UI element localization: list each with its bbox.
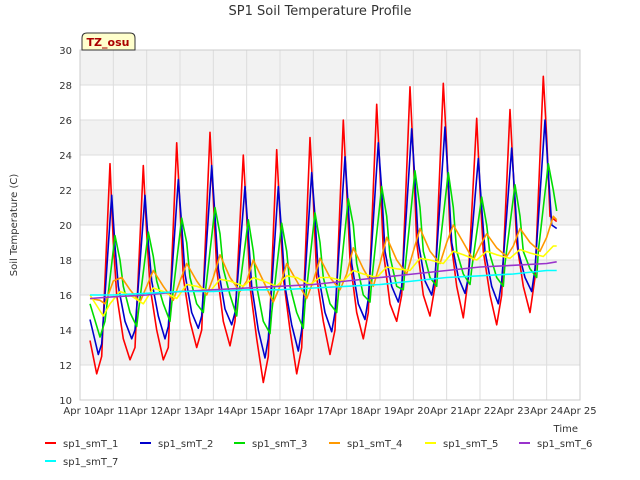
y-tick-label: 14 [59, 326, 72, 337]
x-tick-label: Apr 22 [463, 406, 496, 417]
legend-item-sp1_smT_3: sp1_smT_3 [234, 439, 307, 450]
y-tick-label: 24 [59, 151, 72, 162]
x-tick-label: Apr 12 [130, 406, 163, 417]
y-tick-label: 26 [59, 116, 72, 127]
legend-item-sp1_smT_5: sp1_smT_5 [425, 439, 498, 450]
x-tick-label: Apr 23 [497, 406, 530, 417]
x-tick-label: Apr 14 [197, 406, 230, 417]
x-tick-label: Apr 18 [330, 406, 363, 417]
x-tick-label: Apr 10 [63, 406, 96, 417]
legend-label: sp1_smT_6 [537, 439, 592, 450]
y-tick-labels: 10 12 14 16 18 20 22 24 26 28 30 [59, 46, 72, 407]
legend-label: sp1_smT_5 [443, 439, 498, 450]
legend-item-sp1_smT_4: sp1_smT_4 [329, 439, 402, 450]
y-tick-label: 10 [59, 396, 72, 407]
x-axis-title: Time [553, 424, 578, 435]
y-tick-label: 18 [59, 256, 72, 267]
x-tick-label: Apr 20 [397, 406, 430, 417]
series-layer [89, 75, 558, 384]
x-tick-label: Apr 21 [430, 406, 463, 417]
x-tick-label: Apr 19 [363, 406, 396, 417]
y-axis-title: Soil Temperature (C) [9, 174, 20, 277]
series-line-sp1_smT_7 [90, 269, 557, 296]
background-band [80, 50, 580, 85]
legend-label: sp1_smT_7 [63, 457, 118, 468]
legend-label: sp1_smT_1 [63, 439, 118, 450]
chart-title: SP1 Soil Temperature Profile [229, 4, 412, 19]
y-tick-label: 28 [59, 81, 72, 92]
legend-label: sp1_smT_4 [347, 439, 402, 450]
x-tick-label: Apr 24 [530, 406, 563, 417]
background-band [80, 120, 580, 155]
legend-item-sp1_smT_7: sp1_smT_7 [45, 457, 118, 468]
x-tick-label: Apr 11 [97, 406, 130, 417]
legend-item-sp1_smT_2: sp1_smT_2 [140, 439, 213, 450]
y-tick-label: 22 [59, 186, 72, 197]
x-tick-labels: Apr 10 Apr 11 Apr 12 Apr 13 Apr 14 Apr 15 Apr … [63, 406, 596, 417]
x-tick-label: Apr 13 [163, 406, 196, 417]
y-tick-label: 30 [59, 46, 72, 57]
y-tick-label: 16 [59, 291, 72, 302]
x-tick-label: Apr 17 [297, 406, 330, 417]
legend-label: sp1_smT_2 [158, 439, 213, 450]
legend: sp1_smT_1 sp1_smT_2 sp1_smT_3 sp1_smT_4 sp1_… [45, 439, 592, 468]
legend-item-sp1_smT_1: sp1_smT_1 [45, 439, 118, 450]
x-tick-label: Apr 25 [563, 406, 596, 417]
series-line-sp1_smT_2 [89, 119, 558, 359]
plot-frame [79, 49, 581, 401]
tz-badge-label: TZ_osu [87, 36, 130, 49]
x-tick-label: Apr 16 [263, 406, 296, 417]
y-tick-label: 20 [59, 221, 72, 232]
background-band [80, 190, 580, 225]
tz-badge-box [81, 32, 136, 51]
background-band [80, 330, 580, 365]
legend-item-sp1_smT_6: sp1_smT_6 [519, 439, 592, 450]
series-line-sp1_smT_3 [89, 162, 558, 338]
x-tick-label: Apr 15 [230, 406, 263, 417]
series-line-sp1_smT_6 [89, 261, 557, 300]
tz-badge: TZ_osu [81, 32, 136, 51]
legend-label: sp1_smT_3 [252, 439, 307, 450]
y-tick-label: 12 [59, 361, 72, 372]
